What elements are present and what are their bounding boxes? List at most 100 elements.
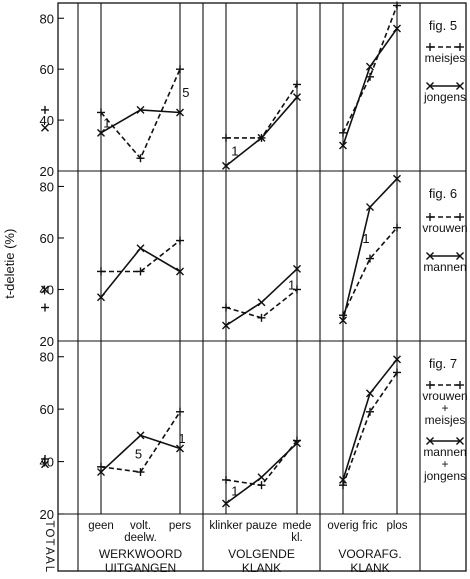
cross-marker-b <box>97 128 105 137</box>
series-line-vrouwen-meisjes-vooraf <box>342 372 398 486</box>
category-label: kl. <box>291 532 303 544</box>
data-point-plus-volgende-1 <box>257 481 266 490</box>
data-point-plus-werkwoord-2 <box>176 65 184 74</box>
cross-marker-b <box>136 244 145 253</box>
data-point-plus-vooraf-0 <box>339 481 347 490</box>
data-point-cross-werkwoord-1 <box>136 431 145 440</box>
data-point-cross-vooraf-2 <box>393 355 401 364</box>
series-line-meisjes-vooraf <box>342 5 398 134</box>
data-point-cross-vooraf-2 <box>393 174 401 183</box>
y-tick-label: 20 <box>40 334 54 349</box>
figure-label: fig. 6 <box>429 186 457 201</box>
cross-marker-b <box>456 252 464 260</box>
cross-marker-b <box>293 264 301 273</box>
data-point-cross-werkwoord-1 <box>136 105 145 114</box>
data-point-cross-volgende-0 <box>222 499 230 508</box>
category-label: geen <box>88 520 114 532</box>
cross-marker-b <box>366 389 374 398</box>
category-label: overig <box>327 520 358 532</box>
legend-marker-cross <box>456 252 464 260</box>
series-line-meisjes-werkwoord <box>100 68 181 160</box>
legend-label: jongens <box>423 90 466 104</box>
legend-marker-cross <box>456 437 464 445</box>
cross-marker-b <box>176 108 184 117</box>
cross-marker-b <box>136 105 145 114</box>
legend-marker-cross <box>456 82 464 90</box>
chart-frame <box>57 2 467 572</box>
annotation-label: 1 <box>362 231 369 246</box>
y-axis-label: t-deletie (%) <box>2 229 17 299</box>
annotation-label: 5 <box>135 447 142 462</box>
data-point-plus-volgende-0 <box>222 303 230 312</box>
data-point-cross-volgende-1 <box>257 298 266 307</box>
legend-marker-plus <box>426 43 434 51</box>
legend-marker-plus <box>426 213 434 221</box>
annotation-label: 1 <box>231 144 238 159</box>
category-label: pers <box>169 520 192 532</box>
data-point-cross-werkwoord-2 <box>176 267 184 276</box>
data-point-plus-vooraf-2 <box>393 368 401 377</box>
figure-label: fig. 7 <box>429 356 457 371</box>
annotation-label: 1 <box>103 116 110 131</box>
data-point-plus-werkwoord-0 <box>97 462 105 471</box>
y-tick-label: 40 <box>40 113 54 128</box>
legend-label: mannen <box>423 260 466 274</box>
total-point-cross <box>41 123 49 132</box>
data-point-cross-volgende-2 <box>293 264 301 273</box>
cross-marker-b <box>393 24 401 33</box>
cross-marker-b <box>176 444 184 453</box>
annotation-label: 1 <box>231 483 238 498</box>
data-point-cross-vooraf-2 <box>393 24 401 33</box>
data-point-plus-vooraf-2 <box>393 223 401 232</box>
category-label: mede <box>283 520 312 532</box>
legend-marker-cross <box>426 252 434 260</box>
cross-marker-b <box>41 123 49 132</box>
y-tick-label: 80 <box>40 11 54 26</box>
data-point-cross-volgende-2 <box>293 439 301 448</box>
cross-marker-b <box>257 133 266 142</box>
data-point-plus-werkwoord-2 <box>176 236 184 245</box>
y-tick-label: 60 <box>40 62 54 77</box>
total-label-letter: L <box>43 566 55 573</box>
category-label: plos <box>386 520 407 532</box>
cross-marker-b <box>426 252 434 260</box>
series-line-jongens-werkwoord <box>100 109 181 134</box>
cross-marker-b <box>393 355 401 364</box>
cross-marker-b <box>366 62 374 71</box>
data-point-cross-werkwoord-0 <box>97 128 105 137</box>
data-point-cross-vooraf-1 <box>366 389 374 398</box>
legend-label: jongens <box>423 469 466 483</box>
data-point-plus-werkwoord-2 <box>176 407 184 416</box>
group-title: VOLGENDE <box>228 547 295 561</box>
data-point-cross-vooraf-0 <box>339 475 347 484</box>
legend-label: vrouwen <box>422 221 467 235</box>
group-title: UITGANGEN <box>105 561 176 574</box>
group-title: KLANK <box>350 561 389 574</box>
series-line-vrouwen-vooraf <box>342 227 398 316</box>
cross-marker-b <box>136 431 145 440</box>
legend-marker-cross <box>426 437 434 445</box>
cross-marker-b <box>222 499 230 508</box>
cross-marker-b <box>366 203 374 212</box>
cross-marker-b <box>339 141 347 150</box>
group-title: KLANK <box>242 561 281 574</box>
legend-marker-plus <box>426 381 434 389</box>
data-point-plus-vooraf-1 <box>366 254 374 263</box>
category-label: klinker <box>209 520 242 532</box>
cross-marker-b <box>41 460 49 469</box>
legend-marker-cross <box>426 82 434 90</box>
cross-marker-b <box>293 439 301 448</box>
data-point-cross-volgende-2 <box>293 93 301 102</box>
data-point-plus-werkwoord-1 <box>136 154 145 163</box>
data-point-plus-werkwoord-0 <box>97 108 105 117</box>
data-point-cross-werkwoord-2 <box>176 444 184 453</box>
group-title: VOORAFG. <box>338 547 401 561</box>
legend-marker-plus <box>456 213 464 221</box>
series-line-meisjes-volgende <box>226 84 298 139</box>
cross-marker-b <box>456 437 464 445</box>
legend-label: meisjes <box>425 413 466 427</box>
figure-label: fig. 5 <box>429 18 457 33</box>
legend-label: mannen <box>423 445 466 459</box>
y-tick-label: 40 <box>40 282 54 297</box>
